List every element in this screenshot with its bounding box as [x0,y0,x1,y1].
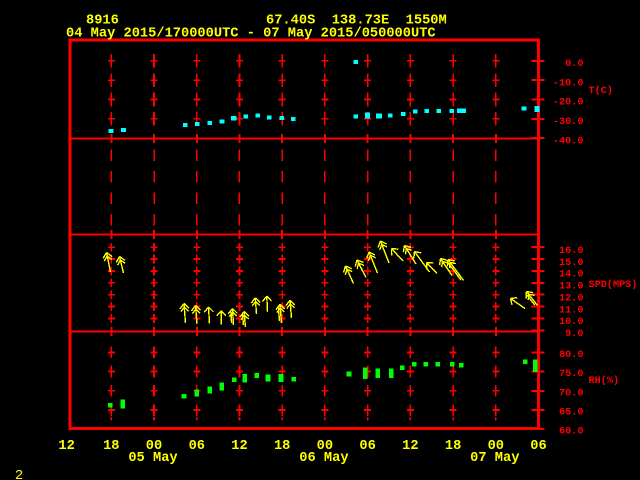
svg-text:06: 06 [189,439,205,454]
svg-text:06: 06 [530,439,546,454]
svg-text:12: 12 [231,439,247,454]
svg-text:04 May 2015/170000UTC - 07 May: 04 May 2015/170000UTC - 07 May 2015/0500… [66,26,436,41]
svg-text:60.0: 60.0 [559,427,583,438]
svg-text:8916: 8916 [86,14,119,29]
svg-text:14.0: 14.0 [559,270,583,281]
svg-text:00: 00 [488,439,504,454]
svg-text:13.0: 13.0 [559,282,583,293]
svg-text:18: 18 [445,439,461,454]
svg-text:18: 18 [103,439,119,454]
svg-text:11.0: 11.0 [559,305,583,316]
svg-text:65.0: 65.0 [559,408,583,419]
svg-text:SPD(MPS): SPD(MPS) [589,279,638,291]
svg-text:-10.0: -10.0 [553,78,584,89]
svg-text:2: 2 [15,468,23,480]
svg-text:80.0: 80.0 [559,350,583,361]
svg-text:9.0: 9.0 [565,329,583,340]
svg-text:67.40S 138.73E 1550M: 67.40S 138.73E 1550M [266,14,447,29]
svg-text:05 May: 05 May [128,451,177,466]
svg-text:00: 00 [146,439,162,454]
svg-text:T(C): T(C) [589,85,613,97]
svg-text:12.0: 12.0 [559,293,583,304]
svg-text:16.0: 16.0 [559,246,583,257]
svg-text:70.0: 70.0 [559,388,583,399]
svg-text:10.0: 10.0 [559,317,583,328]
svg-text:0.0: 0.0 [565,59,583,70]
svg-text:12: 12 [402,439,418,454]
svg-text:06: 06 [359,439,375,454]
svg-text:-20.0: -20.0 [553,98,584,109]
svg-text:RH(%): RH(%) [589,375,620,387]
svg-text:15.0: 15.0 [559,258,583,269]
svg-text:06 May: 06 May [299,451,348,466]
svg-text:-40.0: -40.0 [553,136,584,147]
svg-text:-30.0: -30.0 [553,117,584,128]
svg-text:07 May: 07 May [470,451,519,466]
svg-text:75.0: 75.0 [559,369,583,380]
svg-text:18: 18 [274,439,290,454]
svg-text:12: 12 [58,439,74,454]
svg-text:00: 00 [317,439,333,454]
